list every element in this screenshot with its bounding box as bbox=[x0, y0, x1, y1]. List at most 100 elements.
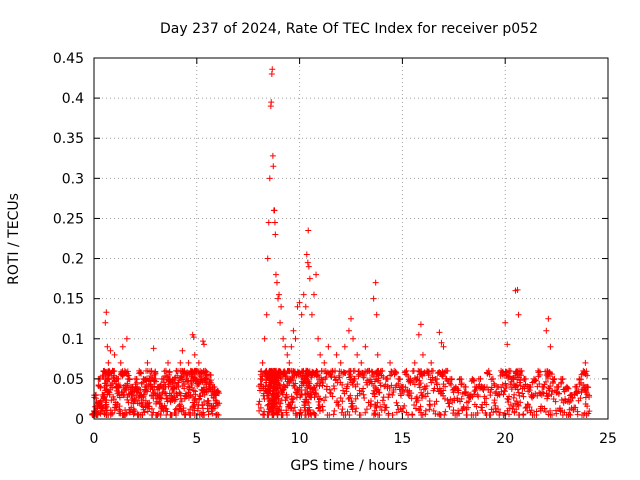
data-point bbox=[148, 405, 155, 412]
data-point bbox=[144, 408, 151, 415]
data-point bbox=[339, 406, 346, 413]
data-point bbox=[455, 387, 462, 394]
data-points bbox=[89, 66, 593, 418]
data-point bbox=[352, 408, 359, 415]
data-point bbox=[424, 369, 431, 376]
data-point bbox=[436, 329, 443, 336]
data-point bbox=[476, 381, 483, 388]
data-point bbox=[298, 311, 305, 318]
data-point bbox=[586, 392, 593, 399]
data-point bbox=[168, 392, 175, 399]
data-point bbox=[185, 359, 192, 366]
data-point bbox=[418, 389, 425, 396]
data-point bbox=[138, 380, 145, 387]
data-point bbox=[280, 335, 287, 342]
data-point bbox=[278, 411, 285, 418]
data-point bbox=[374, 351, 381, 358]
data-point bbox=[447, 396, 454, 403]
data-point bbox=[325, 343, 332, 350]
data-point bbox=[377, 380, 384, 387]
data-point bbox=[517, 399, 524, 406]
data-point bbox=[410, 378, 417, 385]
data-point bbox=[140, 391, 147, 398]
data-point bbox=[335, 372, 342, 379]
data-point bbox=[452, 385, 459, 392]
data-point bbox=[455, 410, 462, 417]
data-point bbox=[500, 391, 507, 398]
data-point bbox=[567, 397, 574, 404]
data-point bbox=[505, 367, 512, 374]
data-point bbox=[479, 407, 486, 414]
data-point bbox=[273, 374, 280, 381]
data-point bbox=[216, 400, 223, 407]
data-point bbox=[327, 390, 334, 397]
y-tick-label: 0.4 bbox=[62, 91, 84, 107]
data-point bbox=[191, 375, 198, 382]
data-point bbox=[407, 379, 414, 386]
data-point bbox=[416, 381, 423, 388]
data-point bbox=[304, 390, 311, 397]
data-point bbox=[360, 385, 367, 392]
data-point bbox=[393, 382, 400, 389]
data-point bbox=[291, 404, 298, 411]
data-point bbox=[140, 394, 147, 401]
data-point bbox=[176, 389, 183, 396]
data-point bbox=[423, 382, 430, 389]
data-point bbox=[123, 410, 130, 417]
y-tick-label: 0.35 bbox=[53, 131, 84, 147]
data-point bbox=[153, 378, 160, 385]
data-point bbox=[517, 377, 524, 384]
data-point bbox=[393, 399, 400, 406]
data-point bbox=[106, 391, 113, 398]
data-point bbox=[472, 386, 479, 393]
data-point bbox=[284, 351, 291, 358]
data-point bbox=[107, 347, 114, 354]
data-point bbox=[441, 411, 448, 418]
data-point bbox=[332, 377, 339, 384]
data-point bbox=[426, 401, 433, 408]
data-point bbox=[496, 391, 503, 398]
data-point bbox=[436, 385, 443, 392]
data-point bbox=[277, 400, 284, 407]
data-point bbox=[533, 408, 540, 415]
data-point bbox=[373, 386, 380, 393]
data-point bbox=[386, 385, 393, 392]
data-point bbox=[389, 411, 396, 418]
data-point bbox=[547, 343, 554, 350]
data-point bbox=[428, 359, 435, 366]
data-point bbox=[294, 368, 301, 375]
data-point bbox=[545, 315, 552, 322]
data-point bbox=[398, 392, 405, 399]
x-tick-label: 5 bbox=[192, 431, 201, 447]
data-point bbox=[109, 367, 116, 374]
data-point bbox=[108, 397, 115, 404]
data-point bbox=[448, 381, 455, 388]
data-point bbox=[486, 371, 493, 378]
data-point bbox=[522, 404, 529, 411]
data-point bbox=[159, 389, 166, 396]
data-point bbox=[367, 402, 374, 409]
data-point bbox=[156, 392, 163, 399]
data-point bbox=[525, 401, 532, 408]
data-point bbox=[375, 386, 382, 393]
data-point bbox=[422, 407, 429, 414]
data-point bbox=[303, 396, 310, 403]
data-point bbox=[416, 368, 423, 375]
data-point bbox=[171, 398, 178, 405]
data-point bbox=[504, 395, 511, 402]
data-point bbox=[272, 381, 279, 388]
data-point bbox=[256, 398, 263, 405]
data-point bbox=[557, 407, 564, 414]
data-point bbox=[337, 359, 344, 366]
data-point bbox=[97, 398, 104, 405]
data-point bbox=[167, 392, 174, 399]
data-point bbox=[136, 400, 143, 407]
data-point bbox=[345, 395, 352, 402]
data-point bbox=[461, 389, 468, 396]
data-point bbox=[541, 405, 548, 412]
data-point bbox=[124, 376, 131, 383]
data-point bbox=[274, 393, 281, 400]
data-point bbox=[510, 403, 517, 410]
data-point bbox=[422, 411, 429, 418]
data-point bbox=[361, 394, 368, 401]
